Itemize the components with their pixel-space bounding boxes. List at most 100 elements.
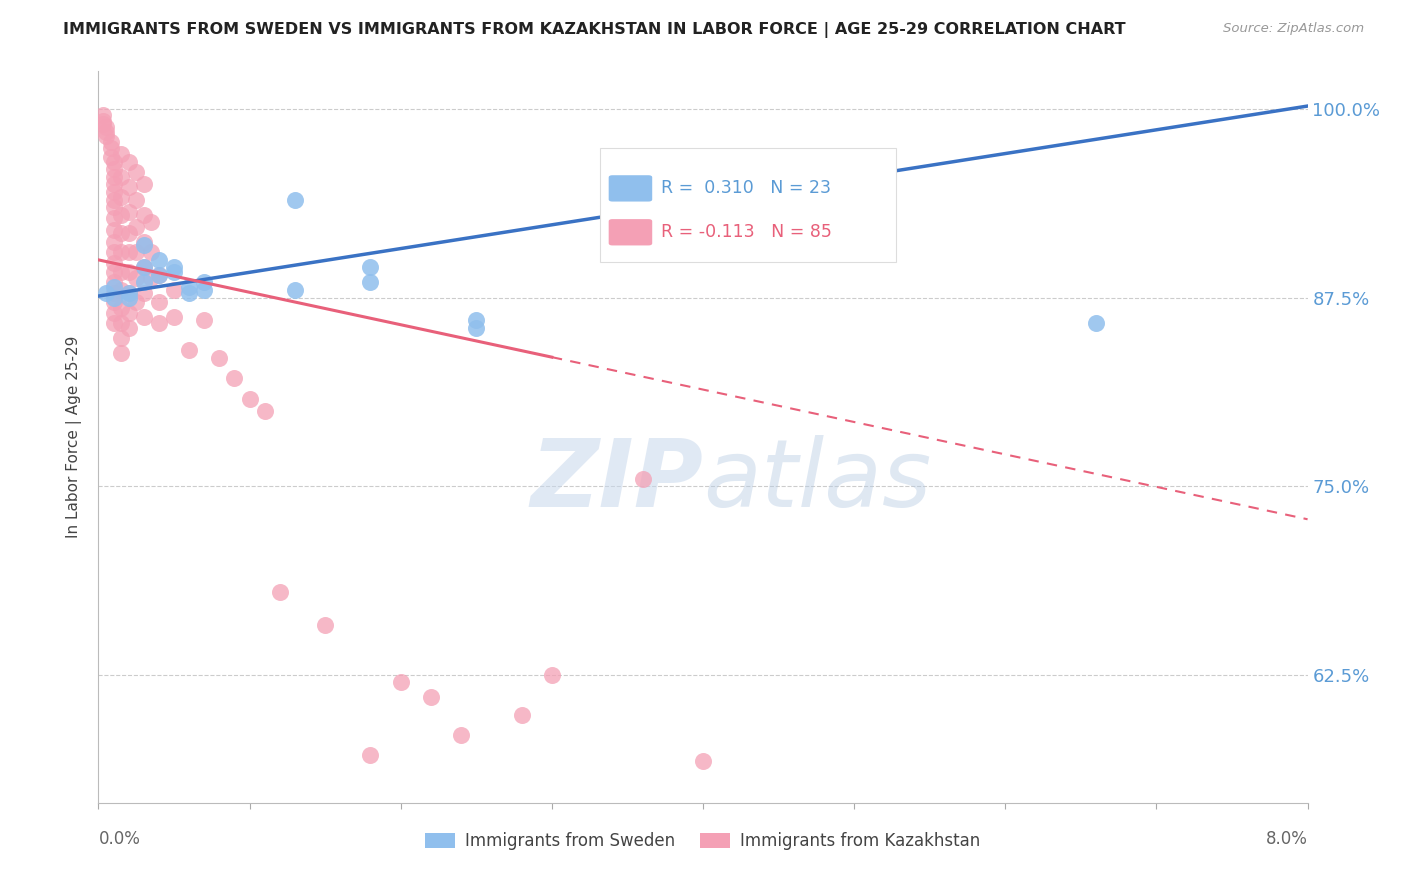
Point	[132, 237, 155, 252]
Point	[110, 147, 132, 161]
Point	[193, 313, 215, 327]
Point	[163, 265, 186, 279]
Legend: Immigrants from Sweden, Immigrants from Kazakhstan: Immigrants from Sweden, Immigrants from …	[419, 825, 987, 856]
Point	[420, 690, 443, 705]
Point	[631, 471, 654, 485]
Point	[103, 211, 125, 225]
Text: Source: ZipAtlas.com: Source: ZipAtlas.com	[1223, 22, 1364, 36]
Point	[110, 283, 132, 297]
Point	[91, 117, 114, 131]
Point	[179, 280, 201, 294]
Point	[103, 235, 125, 249]
Point	[103, 185, 125, 199]
Point	[269, 584, 291, 599]
Point	[103, 200, 125, 214]
Point	[110, 346, 132, 360]
Point	[450, 728, 472, 742]
Point	[91, 108, 114, 122]
Point	[103, 154, 125, 169]
Point	[103, 178, 125, 192]
Point	[193, 276, 215, 290]
Point	[239, 392, 262, 406]
Point	[314, 617, 336, 632]
Point	[284, 193, 307, 207]
Point	[103, 193, 125, 207]
Point	[132, 260, 155, 275]
Point	[118, 291, 141, 305]
Point	[110, 301, 132, 315]
Point	[125, 271, 148, 285]
Point	[110, 265, 132, 279]
Point	[193, 283, 215, 297]
Point	[103, 265, 125, 279]
Point	[360, 747, 382, 762]
Point	[103, 162, 125, 177]
Point	[540, 667, 562, 681]
Point	[132, 310, 155, 325]
Point	[125, 165, 148, 179]
Point	[94, 120, 117, 135]
Point	[132, 260, 155, 275]
Y-axis label: In Labor Force | Age 25-29: In Labor Force | Age 25-29	[66, 336, 83, 538]
Point	[179, 286, 201, 301]
Point	[118, 245, 141, 260]
FancyBboxPatch shape	[609, 219, 652, 245]
Text: atlas: atlas	[703, 435, 931, 526]
Point	[148, 295, 170, 310]
Point	[692, 754, 714, 768]
Point	[389, 675, 412, 690]
Point	[179, 343, 201, 358]
Point	[360, 260, 382, 275]
Point	[253, 403, 276, 417]
Point	[103, 306, 125, 320]
Point	[103, 256, 125, 270]
Point	[100, 135, 122, 149]
FancyBboxPatch shape	[600, 148, 897, 261]
Point	[118, 286, 141, 301]
Point	[141, 215, 163, 229]
Point	[110, 189, 132, 203]
Point	[125, 295, 148, 310]
Point	[94, 125, 117, 139]
Point	[94, 129, 117, 144]
Point	[110, 316, 132, 330]
Point	[118, 154, 141, 169]
Point	[163, 310, 186, 325]
Point	[103, 291, 125, 305]
Point	[132, 286, 155, 301]
Point	[103, 169, 125, 184]
Point	[132, 276, 155, 290]
Point	[465, 313, 488, 327]
Point	[103, 276, 125, 290]
Point	[110, 226, 132, 240]
Point	[465, 320, 488, 334]
Point	[118, 204, 141, 219]
Point	[360, 276, 382, 290]
Text: ZIP: ZIP	[530, 435, 703, 527]
Point	[125, 219, 148, 234]
Point	[118, 320, 141, 334]
Point	[132, 235, 155, 249]
Point	[103, 295, 125, 310]
Point	[100, 150, 122, 164]
Point	[132, 178, 155, 192]
Point	[103, 223, 125, 237]
Point	[118, 226, 141, 240]
Point	[103, 316, 125, 330]
Point	[110, 208, 132, 222]
Point	[224, 370, 246, 384]
FancyBboxPatch shape	[609, 175, 652, 202]
Point	[110, 169, 132, 184]
Point	[103, 286, 125, 301]
Point	[94, 286, 117, 301]
Point	[141, 245, 163, 260]
Point	[125, 193, 148, 207]
Point	[132, 208, 155, 222]
Point	[100, 141, 122, 155]
Text: 0.0%: 0.0%	[98, 830, 141, 848]
Point	[103, 280, 125, 294]
Point	[103, 245, 125, 260]
Point	[148, 268, 170, 282]
Point	[125, 245, 148, 260]
Point	[118, 306, 141, 320]
